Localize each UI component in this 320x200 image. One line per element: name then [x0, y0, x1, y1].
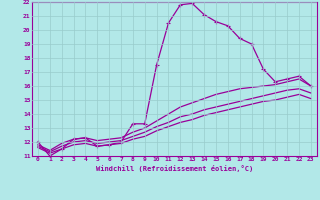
- X-axis label: Windchill (Refroidissement éolien,°C): Windchill (Refroidissement éolien,°C): [96, 165, 253, 172]
